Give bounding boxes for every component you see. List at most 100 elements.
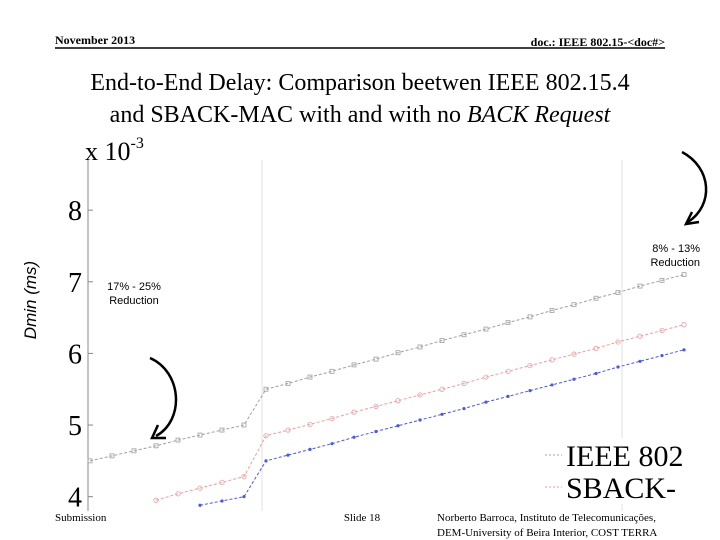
point <box>417 344 423 350</box>
footer-right: Norberto Barroca, Instituto de Telecomun… <box>437 512 656 524</box>
point <box>308 447 312 451</box>
point <box>440 412 444 416</box>
point <box>374 429 378 434</box>
point <box>395 350 401 356</box>
point <box>373 403 379 410</box>
point <box>527 314 533 320</box>
point <box>417 392 423 398</box>
series-line <box>89 274 685 462</box>
point <box>681 322 687 328</box>
point <box>439 338 445 343</box>
annotation: Reduction <box>650 257 700 269</box>
point <box>637 333 643 339</box>
point <box>197 432 203 438</box>
point <box>571 351 577 357</box>
y-multiplier-base: x 10 <box>85 137 131 166</box>
point <box>660 353 664 358</box>
point <box>682 348 686 352</box>
point <box>659 277 665 283</box>
arrow <box>149 356 178 438</box>
point <box>87 458 93 464</box>
point <box>594 371 598 376</box>
legend-label: SBACK- <box>566 472 676 505</box>
annotation: 8% - 13% <box>652 243 700 255</box>
point <box>285 427 291 433</box>
point <box>418 418 422 422</box>
point <box>175 437 181 443</box>
point <box>373 356 379 362</box>
point <box>638 359 642 363</box>
point <box>241 422 247 428</box>
point <box>352 435 356 439</box>
point <box>461 332 467 338</box>
point <box>528 389 532 393</box>
y-tick-label: 5 <box>68 411 82 442</box>
point <box>549 308 555 313</box>
point <box>593 295 599 301</box>
y-axis-label: Dmin (ms) <box>21 261 40 339</box>
point <box>462 406 466 411</box>
point <box>263 386 269 392</box>
point <box>286 453 290 457</box>
y-tick-label: 8 <box>68 196 82 227</box>
point <box>637 283 643 289</box>
title-italic: BACK Request <box>467 102 612 128</box>
point <box>330 442 334 446</box>
y-multiplier-exp: -3 <box>131 135 144 152</box>
point <box>242 495 246 499</box>
point <box>329 415 335 422</box>
point <box>396 424 400 428</box>
point <box>571 302 577 308</box>
point <box>549 357 555 363</box>
plot: 4 5 6 7 8 <box>68 196 687 514</box>
point <box>483 326 489 332</box>
footer-center: Slide 18 <box>344 512 381 524</box>
point <box>615 339 621 345</box>
header-doc: doc.: IEEE 802.15-<doc#> <box>531 35 666 49</box>
point <box>285 381 291 386</box>
point <box>198 503 202 507</box>
point <box>307 421 313 427</box>
y-tick-label: 7 <box>68 268 82 299</box>
point <box>527 362 533 369</box>
legend-label: IEEE 802 <box>566 440 683 473</box>
point <box>659 327 665 334</box>
y-multiplier: x 10-3 <box>85 135 144 166</box>
point <box>461 380 467 387</box>
point <box>219 479 225 485</box>
point <box>505 368 511 374</box>
footer-right: DEM-University of Beira Interior, COST T… <box>437 527 657 539</box>
point <box>593 345 599 351</box>
title-line1: End-to-End Delay: Comparison beetwen IEE… <box>90 70 629 96</box>
point <box>484 400 488 404</box>
series-line <box>199 349 685 506</box>
point <box>153 497 159 503</box>
annotation: 17% - 25% <box>107 281 161 293</box>
point <box>505 320 511 326</box>
arrow-head <box>683 211 700 226</box>
point <box>175 491 181 497</box>
point <box>329 368 335 374</box>
point <box>307 374 313 380</box>
arrow-head <box>150 424 166 440</box>
point <box>197 485 203 491</box>
header-date: November 2013 <box>55 33 135 47</box>
point <box>395 398 401 404</box>
point <box>220 499 224 503</box>
point <box>681 272 687 278</box>
point <box>572 377 576 381</box>
point <box>109 453 115 459</box>
point <box>131 448 137 454</box>
y-tick-label: 6 <box>68 339 82 370</box>
point <box>615 290 621 295</box>
series-line <box>155 324 685 501</box>
point <box>550 383 554 387</box>
point <box>219 427 225 433</box>
point <box>351 362 357 368</box>
title-line2: and SBACK-MAC with and with no BACK Requ… <box>110 102 612 128</box>
point <box>153 443 159 449</box>
arrow <box>681 150 708 224</box>
y-tick-label: 4 <box>68 483 82 514</box>
legend <box>538 438 720 504</box>
